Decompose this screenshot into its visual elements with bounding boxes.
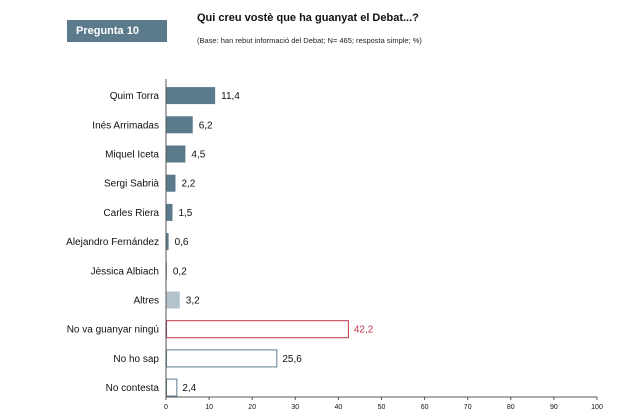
- category-label: Inés Arrimadas: [92, 120, 159, 131]
- bar: [166, 145, 186, 163]
- value-label: 3,2: [186, 296, 200, 307]
- category-label: Carles Riera: [103, 208, 159, 219]
- bar: [166, 233, 169, 251]
- category-label: Alejandro Fernández: [66, 237, 159, 248]
- value-label: 0,2: [173, 266, 187, 277]
- bar: [166, 291, 180, 309]
- bar: [166, 87, 216, 105]
- category-label: Altres: [133, 296, 159, 307]
- value-label: 6,2: [199, 120, 213, 131]
- x-tick-label: 20: [248, 404, 256, 411]
- bar: [166, 174, 176, 192]
- x-tick-label: 90: [550, 404, 558, 411]
- category-label: Quim Torra: [110, 91, 160, 102]
- value-label: 4,5: [191, 150, 205, 161]
- x-tick-label: 80: [507, 404, 515, 411]
- value-label: 25,6: [282, 354, 302, 365]
- category-label: No ho sap: [113, 354, 159, 365]
- x-tick-label: 30: [291, 404, 299, 411]
- category-label: Sergi Sabrià: [104, 179, 159, 190]
- value-label: 0,6: [175, 237, 189, 248]
- value-label: 1,5: [178, 208, 192, 219]
- value-label: 42,2: [354, 325, 374, 336]
- bar: [166, 116, 193, 134]
- chart-subtitle: (Base: han rebut informació del Debat; N…: [197, 36, 422, 45]
- x-tick-label: 100: [591, 404, 603, 411]
- bar: [166, 203, 173, 221]
- x-tick-label: 60: [421, 404, 429, 411]
- value-label: 2,2: [181, 179, 195, 190]
- value-label: 2,4: [182, 383, 196, 394]
- bar: [166, 349, 278, 368]
- x-tick-label: 40: [335, 404, 343, 411]
- x-tick-label: 0: [164, 404, 168, 411]
- x-tick-label: 50: [378, 404, 386, 411]
- value-label: 11,4: [221, 91, 240, 102]
- category-label: Miquel Iceta: [105, 150, 159, 161]
- chart-title: Qui creu vostè que ha guanyat el Debat..…: [197, 12, 419, 24]
- category-label: Jèssica Albiach: [91, 266, 159, 277]
- question-badge: Pregunta 10: [67, 20, 167, 42]
- category-label: No va guanyar ningú: [67, 325, 159, 336]
- bar: [166, 320, 349, 339]
- category-label: No contesta: [106, 383, 160, 394]
- x-tick-label: 10: [205, 404, 213, 411]
- x-tick-label: 70: [464, 404, 472, 411]
- bar: [166, 378, 178, 397]
